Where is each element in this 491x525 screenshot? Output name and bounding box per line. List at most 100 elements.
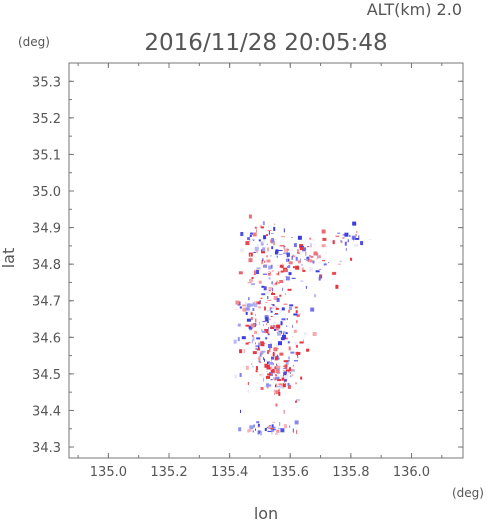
echo-cell — [269, 348, 271, 352]
echo-cell — [266, 370, 268, 372]
echo-cell — [262, 321, 266, 323]
echo-cell — [288, 307, 292, 310]
echo-cell — [277, 264, 281, 266]
echo-cell — [276, 429, 280, 433]
echo-cell — [281, 385, 284, 387]
echo-cell — [254, 226, 257, 229]
y-tick-label: 34.6 — [32, 331, 61, 346]
echo-cell — [265, 337, 268, 340]
echo-cell — [290, 368, 295, 372]
x-tick-label: 135.4 — [211, 465, 248, 480]
echo-cell — [264, 315, 269, 320]
echo-cell — [266, 259, 271, 263]
echo-cell — [267, 373, 272, 376]
echo-cell — [272, 283, 276, 287]
echo-cell — [268, 277, 271, 280]
echo-cell — [273, 393, 275, 395]
echo-cell — [289, 425, 291, 428]
echo-cell — [270, 310, 273, 313]
echo-cell — [247, 237, 251, 241]
echo-cell — [264, 363, 268, 368]
echo-cell — [257, 426, 260, 428]
echo-cell — [315, 270, 320, 273]
echo-cell — [344, 241, 347, 246]
echo-cell — [238, 271, 243, 275]
echo-cell — [267, 329, 269, 334]
echo-cell — [288, 356, 290, 360]
echo-cell — [275, 374, 277, 377]
echo-cell — [272, 325, 277, 329]
echo-cell — [288, 258, 290, 262]
echo-cell — [274, 328, 276, 331]
echo-cell — [275, 384, 277, 387]
echo-cell — [283, 332, 284, 336]
echo-cell — [294, 420, 299, 425]
echo-cell — [254, 330, 258, 334]
echo-cell — [262, 324, 264, 327]
echo-cell — [286, 367, 288, 369]
echo-cell — [250, 317, 253, 321]
y-axis-label: lat — [0, 248, 18, 269]
echo-cell — [257, 430, 260, 435]
echo-cell — [296, 351, 301, 355]
echo-cell — [252, 308, 255, 311]
echo-cell — [245, 311, 248, 315]
echo-cell — [260, 226, 264, 229]
echo-cell — [243, 349, 245, 353]
echo-cell — [266, 243, 268, 245]
echo-cell — [270, 342, 272, 344]
echo-cell — [266, 385, 269, 389]
echo-cell — [252, 365, 254, 368]
echo-cell — [270, 367, 272, 372]
echo-cell — [259, 269, 262, 271]
echo-cell — [280, 387, 285, 389]
echo-cell — [307, 259, 309, 263]
echo-cell — [295, 351, 297, 355]
echo-cell — [263, 235, 267, 240]
echo-cell — [321, 244, 326, 248]
echo-cell — [266, 323, 268, 326]
echo-cell — [350, 236, 352, 238]
echo-cell — [248, 214, 252, 219]
echo-cell — [287, 382, 290, 386]
echo-cell — [317, 254, 319, 259]
echo-cell — [271, 426, 276, 429]
plot-frame — [68, 62, 464, 459]
echo-cell — [263, 377, 265, 382]
echo-cell — [270, 325, 273, 329]
echo-cell — [342, 237, 345, 239]
echo-cell — [271, 424, 274, 428]
echo-cell — [290, 351, 295, 354]
echo-cell — [260, 297, 263, 299]
echo-cell — [285, 369, 290, 372]
echo-cell — [281, 236, 286, 238]
echo-cell — [322, 237, 327, 241]
echo-cell — [281, 307, 285, 311]
y-tick-label: 34.5 — [32, 368, 61, 383]
echo-cell — [252, 337, 255, 341]
echo-cell — [272, 287, 274, 291]
y-axis-ticks: 34.3 34.4 34.5 34.6 34.7 34.8 34.9 35.0 35.1 35.2… — [32, 62, 463, 456]
echo-cell — [295, 265, 300, 270]
echo-cell — [268, 324, 272, 326]
echo-cell — [240, 409, 241, 413]
echo-cell — [256, 229, 257, 233]
echo-cell — [261, 372, 264, 377]
echo-cell — [268, 287, 273, 290]
echo-cell — [290, 369, 293, 371]
echo-cell — [274, 313, 279, 315]
echo-cell — [297, 260, 301, 264]
echo-cell — [259, 224, 262, 228]
echo-cell — [300, 376, 303, 380]
echo-cell — [267, 310, 269, 312]
echo-cell — [274, 366, 277, 368]
echo-cell — [237, 337, 240, 342]
echo-cell — [283, 303, 288, 305]
echo-cell — [293, 360, 298, 362]
echo-cell — [322, 260, 326, 262]
echo-cell — [239, 349, 243, 354]
echo-cell — [301, 264, 303, 266]
echo-cell — [368, 239, 372, 241]
echo-cell — [265, 318, 269, 322]
echo-cell — [264, 260, 266, 263]
